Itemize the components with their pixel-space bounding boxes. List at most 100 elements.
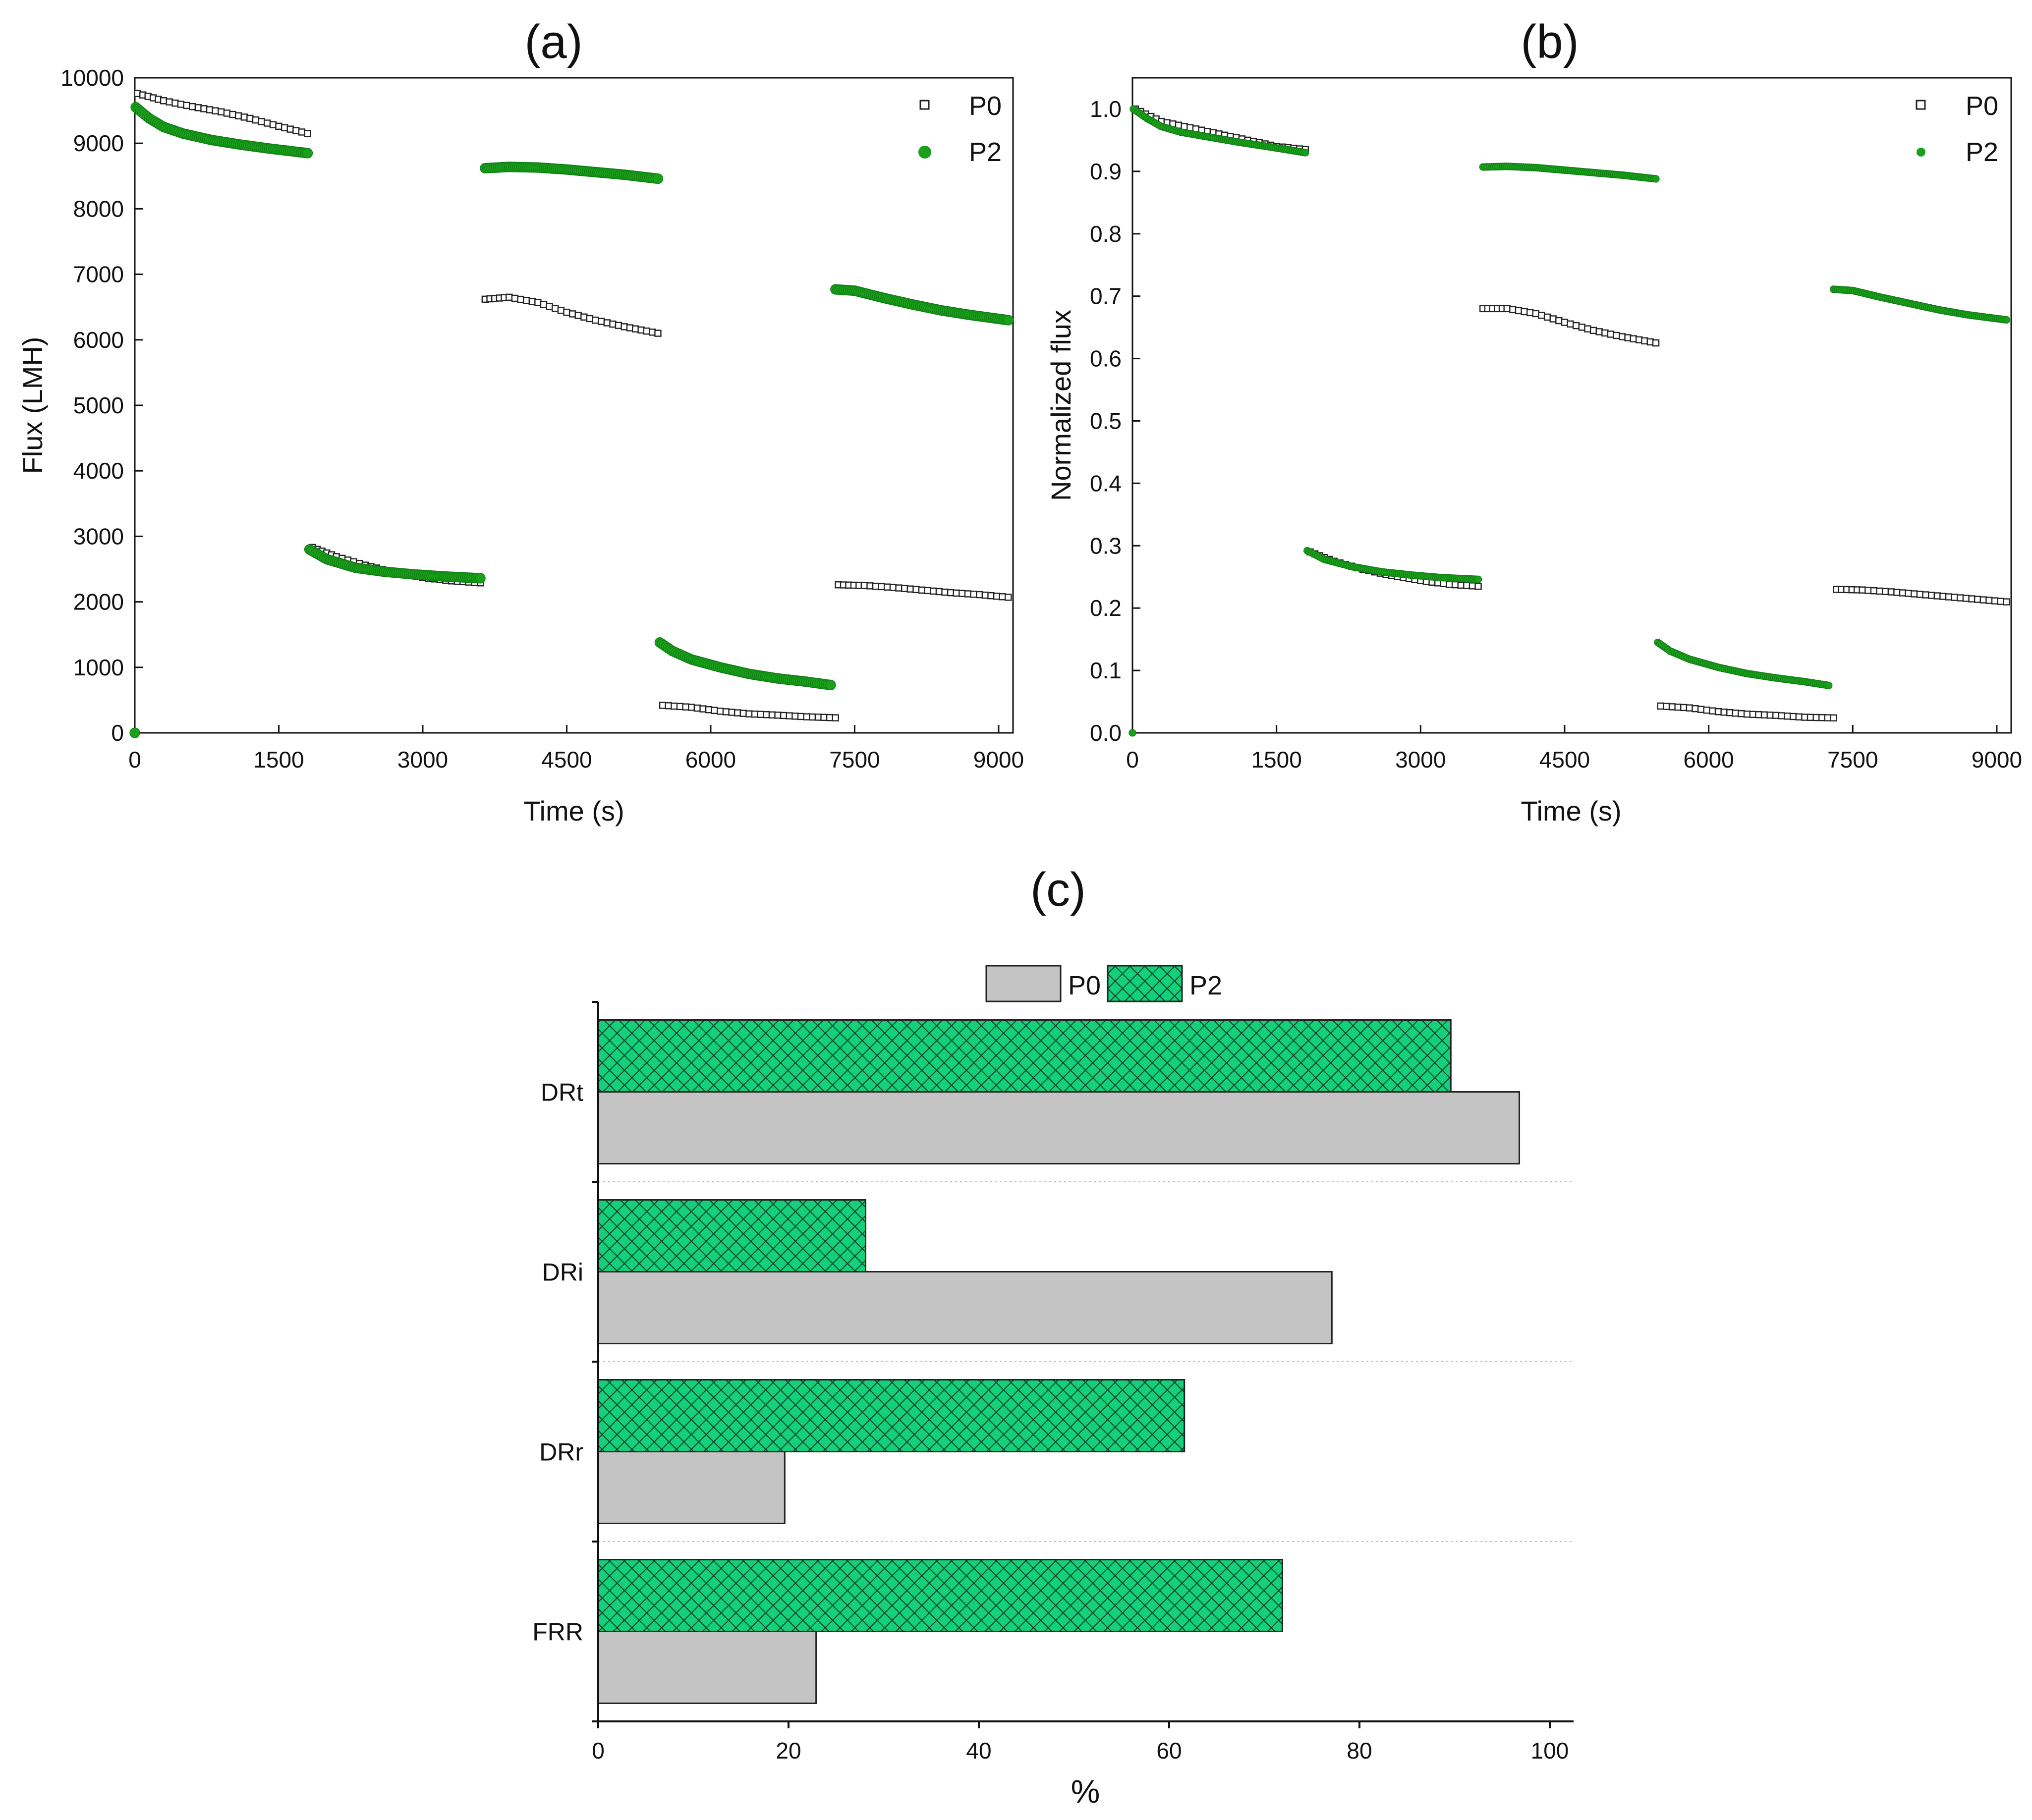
data-point-p0 [1663, 703, 1670, 710]
data-point-p0 [1674, 703, 1682, 711]
data-point-p0 [826, 714, 834, 721]
data-point-p0 [275, 122, 282, 130]
data-point-p0 [1772, 712, 1780, 719]
panel-c-x-ticks: 0 20 40 60 80 100 [592, 1721, 1569, 1764]
data-point-p0 [1749, 711, 1756, 718]
data-point-p0 [711, 707, 718, 714]
data-point-p0 [1457, 581, 1465, 589]
data-point-p0 [1005, 594, 1012, 601]
data-point-p2 [2002, 316, 2010, 324]
data-point-p0 [797, 713, 805, 720]
panel-b-legend-marker-p0 [1916, 100, 1926, 110]
data-point-p0 [739, 710, 747, 717]
data-point-p0 [1985, 597, 1993, 604]
panel-a-data-points [129, 90, 1014, 738]
data-point-p0 [1515, 307, 1523, 315]
data-point-p0 [987, 592, 995, 600]
panel-b-legend: P0 P2 [1916, 91, 1998, 167]
y-tick-label: 0.8 [1090, 221, 1122, 247]
data-point-p0 [1945, 593, 1953, 601]
bar-p2-frr [597, 1559, 1283, 1632]
data-point-p0 [1521, 308, 1528, 316]
data-point-p0 [586, 315, 594, 323]
panel-a-y-axis-label: Flux (LMH) [17, 337, 48, 474]
data-point-p0 [281, 124, 288, 131]
data-point-p0 [757, 711, 764, 718]
data-point-p0 [603, 319, 611, 327]
data-point-p0 [1446, 581, 1453, 588]
data-point-p0 [1561, 319, 1569, 326]
data-point-p0 [866, 582, 874, 590]
y-tick-label: 0.7 [1090, 283, 1122, 309]
data-point-p0 [234, 112, 242, 119]
data-point-p0 [1589, 327, 1597, 334]
data-point-p0 [895, 584, 903, 592]
panel-a-x-ticks: 0 1500 3000 4500 6000 7500 9000 [128, 725, 1024, 772]
data-point-p0 [1743, 711, 1751, 718]
panel-c-legend-swatch-p0 [985, 965, 1062, 1002]
panel-c-bars [597, 1019, 1521, 1704]
y-tick-label: 5000 [73, 392, 124, 418]
data-point-p0 [981, 591, 989, 599]
data-point-p0 [693, 704, 701, 712]
data-point-p0 [552, 305, 559, 312]
data-point-p0 [1760, 711, 1768, 718]
data-point-p0 [1789, 713, 1797, 720]
data-point-p0 [901, 585, 908, 592]
data-point-p0 [1601, 329, 1609, 337]
x-tick-label: 0 [1126, 747, 1139, 772]
data-point-p2 [1003, 315, 1014, 326]
data-point-p0 [574, 312, 582, 319]
data-point-p0 [506, 293, 513, 301]
data-point-p0 [1697, 706, 1705, 713]
data-point-p0 [240, 113, 248, 121]
panel-a-legend-label-p0: P0 [969, 91, 1002, 121]
y-tick-label: 0 [111, 720, 124, 746]
bar-p0-drr [597, 1451, 786, 1524]
data-point-p2 [825, 679, 836, 691]
data-point-p0 [1824, 714, 1832, 721]
y-tick-label: 0.1 [1090, 658, 1122, 683]
data-point-p0 [780, 712, 788, 719]
data-point-p0 [1613, 331, 1620, 339]
x-tick-label: 3000 [397, 747, 448, 772]
data-point-p0 [930, 587, 937, 595]
y-tick-label: 0.3 [1090, 533, 1122, 558]
panel-a-legend: P0 P2 [918, 91, 1002, 167]
x-tick-label: 20 [776, 1738, 801, 1764]
data-point-p0 [1652, 339, 1660, 347]
data-point-p0 [252, 116, 260, 124]
bar-p2-dri [597, 1199, 867, 1272]
panel-c-legend: P0 P2 [985, 965, 1222, 1002]
data-point-p0 [304, 130, 311, 137]
data-point-p0 [1709, 707, 1716, 715]
category-label: DRt [541, 1079, 583, 1106]
panel-a-legend-marker-p0 [919, 100, 930, 110]
panel-c-category-ticks: DRt DRi DRr FRR [532, 1001, 598, 1722]
x-tick-label: 80 [1347, 1738, 1372, 1764]
data-point-p0 [1549, 315, 1557, 323]
data-point-p0 [1451, 581, 1459, 589]
x-tick-label: 40 [966, 1738, 991, 1764]
data-point-p0 [1595, 328, 1603, 335]
data-point-p0 [298, 128, 306, 136]
data-point-p0 [1881, 588, 1889, 595]
data-point-p0 [1922, 591, 1929, 599]
data-point-p0 [292, 127, 300, 134]
data-point-p0 [791, 713, 799, 720]
data-point-p0 [745, 710, 753, 717]
data-point-p0 [959, 590, 966, 597]
data-point-p0 [1555, 317, 1563, 325]
data-point-p0 [1503, 305, 1511, 313]
panel-a-legend-marker-p2 [918, 146, 931, 159]
data-point-p0 [1755, 711, 1762, 718]
data-point-p0 [734, 709, 741, 717]
data-point-p0 [832, 714, 839, 721]
data-point-p0 [1876, 587, 1883, 595]
category-label: FRR [532, 1618, 583, 1646]
data-point-p0 [194, 104, 202, 111]
panel-c-gridlines [598, 1181, 1574, 1542]
data-point-p0 [557, 307, 565, 314]
data-point-p2 [1825, 681, 1833, 689]
